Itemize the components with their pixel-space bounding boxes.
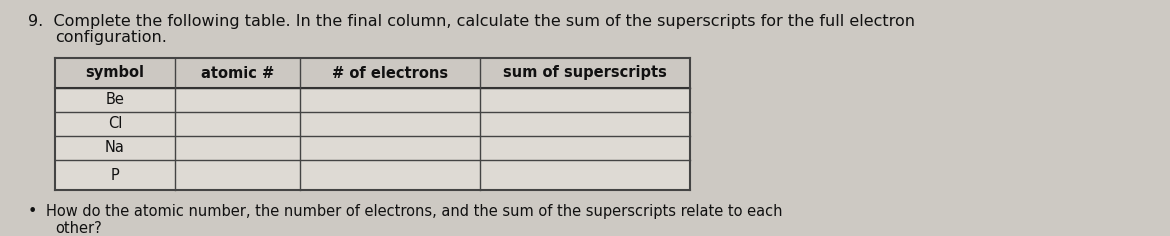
Text: Be: Be — [105, 93, 124, 108]
Text: P: P — [111, 168, 119, 182]
Text: •: • — [28, 204, 37, 219]
Text: # of electrons: # of electrons — [332, 66, 448, 80]
Bar — [55, 58, 690, 190]
Text: sum of superscripts: sum of superscripts — [503, 66, 667, 80]
Text: How do the atomic number, the number of electrons, and the sum of the superscrip: How do the atomic number, the number of … — [46, 204, 783, 219]
Text: Cl: Cl — [108, 117, 122, 131]
Bar — [55, 58, 690, 88]
Text: atomic #: atomic # — [201, 66, 274, 80]
Text: symbol: symbol — [85, 66, 145, 80]
Text: other?: other? — [55, 221, 102, 236]
Text: 9.  Complete the following table. In the final column, calculate the sum of the : 9. Complete the following table. In the … — [28, 14, 915, 29]
Text: Na: Na — [105, 140, 125, 156]
Text: configuration.: configuration. — [55, 30, 167, 45]
